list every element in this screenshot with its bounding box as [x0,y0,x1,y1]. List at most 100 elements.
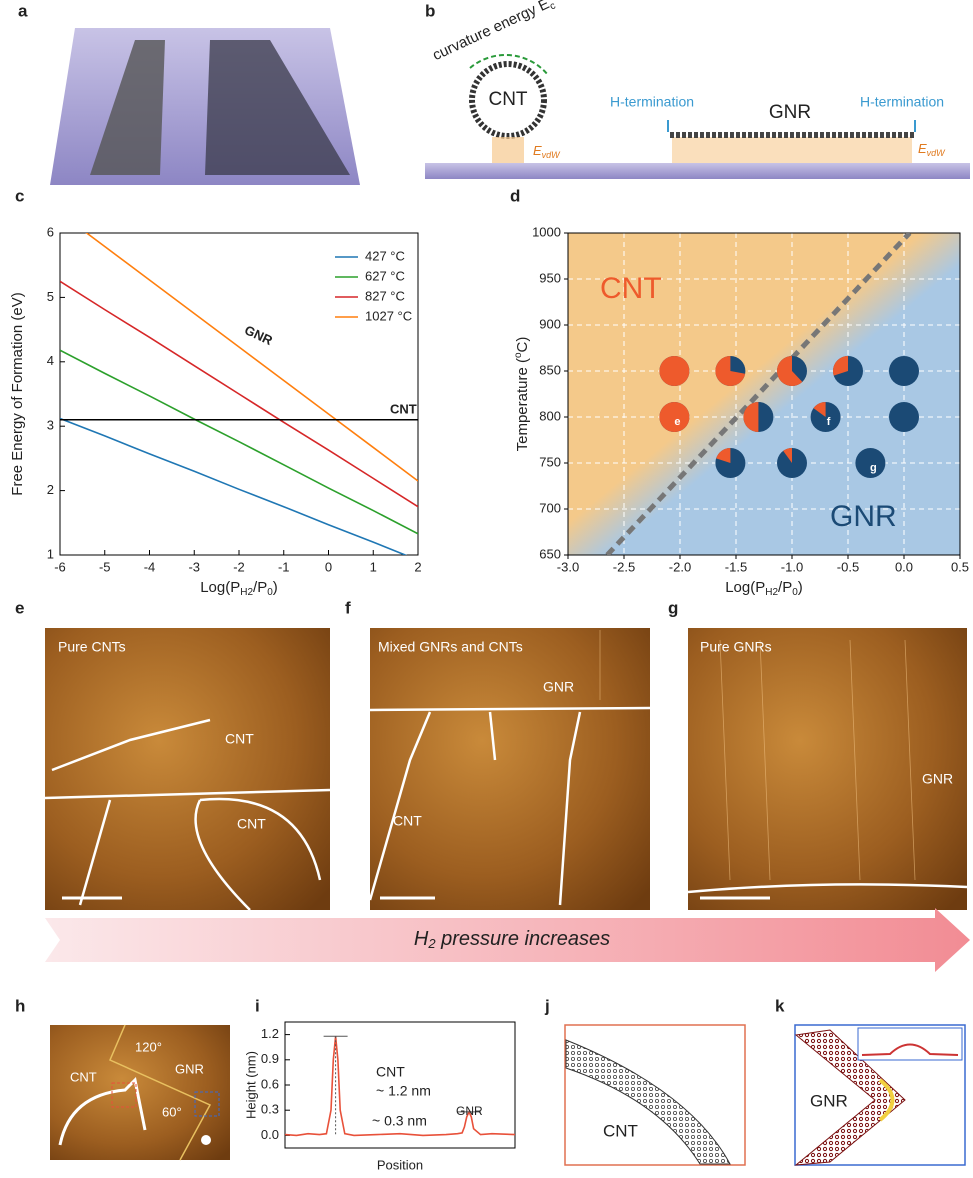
x-tick-label: -4 [144,559,156,574]
x-tick-label: 0 [325,559,332,574]
point-label: f [827,416,831,428]
evdw-label: EvdW [533,143,561,160]
plot-area [60,213,418,560]
text: pressure increases [436,928,611,950]
panel-label: c [15,186,24,205]
x-tick-label: -1.5 [725,559,747,574]
cnt-label: CNT [603,1121,638,1140]
gnr-label: GNR [175,1061,204,1076]
y-tick-label: 0.9 [261,1051,279,1066]
axis-label: Temperature (oC) [513,337,531,452]
x-tick-label: -6 [54,559,66,574]
gnr-label: GNR [543,679,574,695]
text: H2 [765,587,778,598]
x-tick-label: -2.0 [669,559,691,574]
y-tick-label: 950 [539,270,561,285]
x-tick-label: -3 [188,559,200,574]
cnt-label: CNT [237,816,266,832]
legend-label: 427 °C [365,248,405,263]
gnr-label: GNR [810,1091,848,1110]
panel-label: b [425,1,435,20]
evdw-label: EvdW [918,141,946,158]
x-tick-label: -2 [233,559,245,574]
panel-title: Pure CNTs [58,639,126,655]
arrow-label: H2 pressure increases [414,928,610,951]
panel-a-image [50,28,360,185]
y-tick-label: 650 [539,546,561,561]
y-tick-label: 0.3 [261,1102,279,1117]
y-tick-label: 0.6 [261,1076,279,1091]
x-tick-label: -5 [99,559,111,574]
cnt-label: CNT [70,1069,97,1084]
y-tick-label: 800 [539,408,561,423]
figure: curvature energy E c CNT GNR H-terminatio… [0,0,973,1178]
y-tick-label: 900 [539,316,561,331]
y-tick-label: 700 [539,500,561,515]
panel-label: f [345,598,351,617]
x-tick-label: 0.0 [895,559,913,574]
annotation: CNT [390,401,417,416]
y-tick-label: 6 [47,224,54,239]
panel-label: e [15,598,24,617]
gnr-label: GNR [922,771,953,787]
text: curvature energy E [430,0,552,64]
text: H2 [240,587,253,598]
pie-wedge [659,356,689,386]
panel-label: g [668,598,678,617]
panel-label: i [255,996,260,1015]
text: /P [778,579,792,596]
panel-label: j [544,996,550,1015]
angle-label: 60° [162,1104,182,1119]
annotation: ~ 0.3 nm [372,1113,427,1129]
y-axis-label: Height (nm) [243,1051,258,1119]
text: Log(P [200,579,240,596]
text: Log(P [725,579,765,596]
axis-label: Log(PH2/P0) [725,579,803,598]
x-tick-label: -0.5 [837,559,859,574]
text: ) [273,579,278,596]
h-termination: H-termination [610,94,694,110]
pie-point [889,402,919,432]
y-tick-label: 4 [47,353,54,368]
y-tick-label: 5 [47,289,54,304]
x-tick-label: -2.5 [613,559,635,574]
text: Temperature ( [514,358,531,451]
axis-label: Log(PH2/P0) [200,579,278,598]
y-tick-label: 850 [539,362,561,377]
y-tick-label: 1000 [532,224,561,239]
text: /P [253,579,267,596]
x-axis-label: Position [377,1157,423,1172]
panel-label: a [18,1,28,20]
afm-image-f [370,628,650,910]
text: E [533,143,542,158]
annotation: GNR [830,500,897,533]
y-tick-label: 0.0 [261,1127,279,1142]
panel-label: d [510,186,520,205]
afm-image-e [45,628,330,910]
angle-label: 120° [135,1039,162,1054]
series-line [60,418,418,560]
pie-point [889,356,919,386]
panel-title: Pure GNRs [700,639,772,655]
y-axis-label: Free Energy of Formation (eV) [9,292,26,495]
x-tick-label: 1 [370,559,377,574]
text: vdW [542,150,562,160]
cnt-label: CNT [393,813,422,829]
y-tick-label: 3 [47,418,54,433]
x-tick-label: -1 [278,559,290,574]
x-tick-label: -1.0 [781,559,803,574]
panel-label: h [15,996,25,1015]
y-tick-label: 2 [47,482,54,497]
y-tick-label: 1.2 [261,1026,279,1041]
legend-label: 627 °C [365,268,405,283]
annotation: ~ 1.2 nm [376,1083,431,1099]
x-tick-label: 2 [414,559,421,574]
text: ) [798,579,803,596]
annotation: CNT [376,1064,405,1080]
y-tick-label: 1 [47,546,54,561]
panel-b-schematic [425,55,970,179]
panel-title: Mixed GNRs and CNTs [378,639,523,655]
h-termination: H-termination [860,94,944,110]
annotation: CNT [600,272,662,305]
text: E [918,141,927,156]
